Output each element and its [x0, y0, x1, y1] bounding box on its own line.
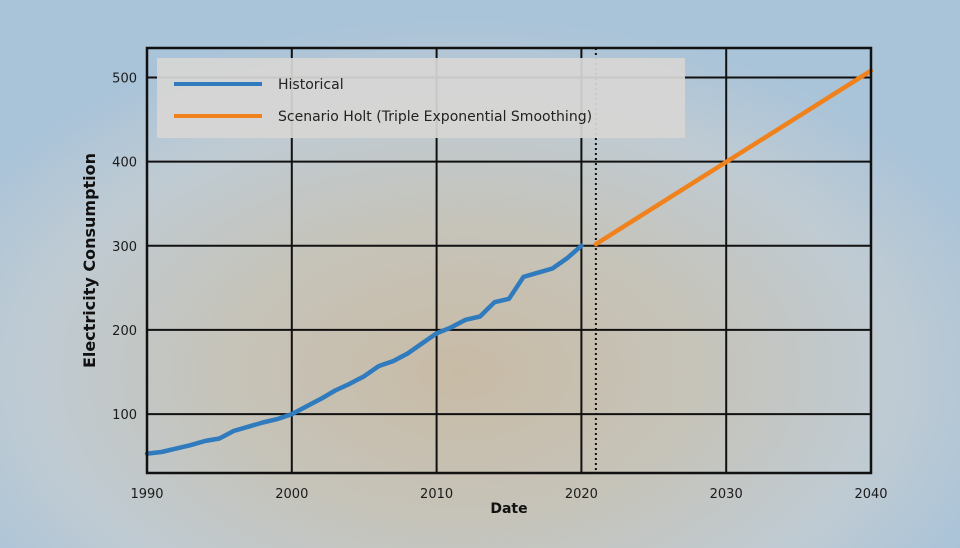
plot-frame — [145, 46, 873, 475]
y-axis-label: Electricity Consumption — [80, 153, 99, 368]
x-tick-label: 1990 — [130, 487, 163, 502]
y-tick-label: 300 — [112, 240, 137, 255]
legend-label-scenario-holt: Scenario Holt (Triple Exponential Smooth… — [278, 109, 592, 125]
x-tick-label: 2030 — [710, 487, 743, 502]
y-tick-label: 200 — [112, 324, 137, 339]
y-tick-label: 100 — [112, 408, 137, 423]
legend-box — [157, 58, 685, 138]
series-line-historical — [144, 243, 584, 456]
series-layer — [144, 68, 874, 456]
legend: Historical Scenario Holt (Triple Exponen… — [157, 58, 685, 138]
x-tick-label: 2040 — [854, 487, 887, 502]
x-axis-ticks: 1990 2000 2010 2020 2030 2040 — [130, 487, 887, 502]
x-tick-label: 2020 — [565, 487, 598, 502]
x-tick-label: 2010 — [420, 487, 453, 502]
legend-label-historical: Historical — [278, 77, 344, 93]
y-tick-label: 500 — [112, 71, 137, 86]
y-tick-label: 400 — [112, 156, 137, 171]
x-tick-label: 2000 — [275, 487, 308, 502]
y-axis-ticks: 100 200 300 400 500 — [112, 71, 137, 423]
series-line-scenario-holt — [593, 68, 874, 247]
x-axis-label: Date — [490, 501, 527, 517]
